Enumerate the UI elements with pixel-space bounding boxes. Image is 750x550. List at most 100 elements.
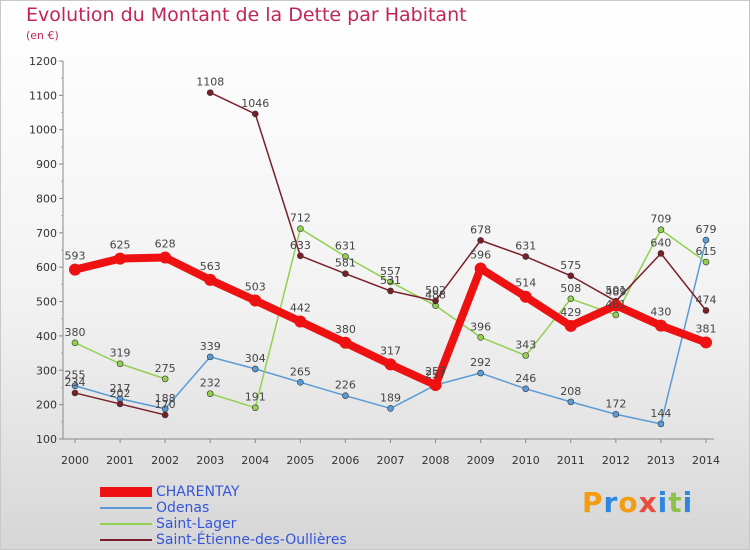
data-label-charentay: 593 [65, 250, 86, 263]
data-label-saint-lager: 508 [560, 282, 581, 295]
chart-title: Evolution du Montant de la Dette par Hab… [26, 4, 467, 26]
data-label-saint-tienne-des-oulli-res: 202 [110, 387, 131, 400]
x-tick-label: 2010 [512, 454, 540, 467]
data-label-saint-lager: 396 [470, 320, 491, 333]
y-tick-label: 800 [36, 192, 57, 205]
data-point-saint-tienne-des-oulli-res [387, 287, 394, 295]
data-label-saint-lager: 232 [200, 377, 221, 390]
data-point-saint-lager [702, 258, 710, 266]
data-point-saint-lager [657, 226, 665, 234]
data-point-charentay [204, 273, 217, 286]
data-point-odenas [702, 236, 710, 244]
data-label-saint-tienne-des-oulli-res: 474 [696, 293, 717, 306]
y-tick-label: 100 [36, 433, 57, 446]
data-label-odenas: 265 [290, 365, 311, 378]
legend-swatch-charentay [100, 487, 152, 497]
data-label-saint-tienne-des-oulli-res: 1108 [196, 76, 224, 89]
logo-letter: i [682, 486, 694, 519]
data-label-odenas: 189 [380, 391, 401, 404]
x-tick-label: 2007 [377, 454, 405, 467]
data-point-odenas [522, 385, 530, 393]
chart-subtitle: (en €) [26, 29, 59, 42]
y-tick-label: 1200 [29, 55, 57, 68]
data-label-saint-lager: 275 [155, 362, 176, 375]
x-tick-label: 2004 [241, 454, 269, 467]
logo-letter: x [638, 486, 658, 519]
data-point-saint-tienne-des-oulli-res [522, 253, 530, 260]
data-label-odenas: 246 [515, 372, 536, 385]
data-label-odenas: 679 [696, 223, 717, 236]
x-tick-label: 2000 [61, 454, 89, 467]
y-tick-label: 600 [36, 261, 57, 274]
data-label-charentay: 625 [110, 239, 131, 252]
data-label-charentay: 381 [696, 322, 717, 335]
data-point-odenas [567, 398, 575, 406]
data-label-charentay: 503 [245, 281, 266, 294]
data-label-charentay: 380 [335, 323, 356, 336]
data-label-charentay: 317 [380, 344, 401, 357]
data-label-charentay: 514 [515, 277, 536, 290]
data-point-saint-lager [297, 225, 304, 232]
x-tick-label: 2011 [557, 454, 585, 467]
data-label-saint-tienne-des-oulli-res: 531 [380, 274, 401, 287]
data-point-charentay [249, 294, 262, 307]
data-point-charentay [519, 290, 532, 303]
data-point-saint-lager [116, 360, 124, 368]
legend-label-saint-lager: Saint-Lager [156, 516, 237, 532]
data-label-saint-lager: 712 [290, 212, 311, 225]
data-point-saint-lager [567, 295, 575, 303]
logo-letter: i [657, 486, 669, 519]
data-label-charentay: 430 [650, 306, 671, 319]
data-label-charentay: 442 [290, 301, 311, 314]
data-point-saint-tienne-des-oulli-res [432, 297, 439, 305]
data-label-odenas: 257 [425, 368, 446, 381]
x-tick-label: 2006 [331, 454, 359, 467]
data-point-odenas [612, 410, 620, 418]
data-point-saint-tienne-des-oulli-res [251, 110, 259, 118]
data-point-charentay [429, 379, 442, 392]
data-label-saint-lager: 631 [335, 240, 356, 253]
data-point-charentay [700, 336, 712, 349]
data-label-odenas: 226 [335, 379, 356, 392]
x-tick-label: 2014 [692, 454, 720, 467]
data-point-charentay [114, 252, 127, 265]
data-label-odenas: 188 [155, 392, 176, 405]
logo-letter: r [603, 486, 619, 519]
data-point-saint-tienne-des-oulli-res [116, 400, 124, 408]
data-point-charentay [654, 319, 667, 332]
y-tick-label: 900 [36, 158, 57, 171]
data-point-saint-tienne-des-oulli-res [342, 270, 349, 278]
data-labels: 255 217 188 339 304 265 226 189 257 292 246 208 172 1… [65, 76, 717, 420]
data-point-saint-tienne-des-oulli-res [657, 250, 665, 257]
data-label-charentay: 628 [155, 238, 176, 251]
data-label-charentay: 563 [200, 260, 221, 273]
data-point-charentay [474, 262, 487, 275]
x-tick-label: 2012 [602, 454, 630, 467]
data-label-saint-tienne-des-oulli-res: 502 [425, 284, 446, 297]
data-point-saint-tienne-des-oulli-res [567, 272, 575, 280]
data-label-saint-tienne-des-oulli-res: 640 [650, 236, 671, 249]
data-point-odenas [251, 365, 259, 373]
data-label-charentay: 257 [425, 365, 446, 378]
data-label-odenas: 339 [200, 340, 221, 353]
data-label-charentay: 489 [605, 285, 626, 298]
series-line-saint-tienne-des-oulli-res [209, 91, 707, 312]
data-label-saint-lager: 488 [425, 289, 446, 302]
data-label-saint-lager: 461 [605, 298, 626, 311]
data-point-charentay [609, 299, 622, 312]
data-label-saint-tienne-des-oulli-res: 170 [155, 398, 176, 411]
proxiti-logo: Proxiti [582, 486, 693, 519]
data-label-saint-tienne-des-oulli-res: 234 [65, 376, 86, 389]
data-label-charentay: 429 [560, 306, 581, 319]
x-tick-label: 2005 [286, 454, 314, 467]
data-label-saint-tienne-des-oulli-res: 678 [470, 223, 491, 236]
y-tick-label: 300 [36, 364, 57, 377]
data-point-saint-tienne-des-oulli-res [161, 411, 169, 419]
data-label-saint-lager: 191 [245, 391, 266, 404]
legend-swatch-saint-lager [100, 523, 152, 525]
data-label-saint-lager: 343 [515, 338, 536, 351]
data-point-odenas [657, 420, 665, 428]
data-point-saint-tienne-des-oulli-res [206, 89, 214, 96]
data-point-odenas [387, 405, 394, 412]
data-point-saint-lager [387, 278, 394, 286]
